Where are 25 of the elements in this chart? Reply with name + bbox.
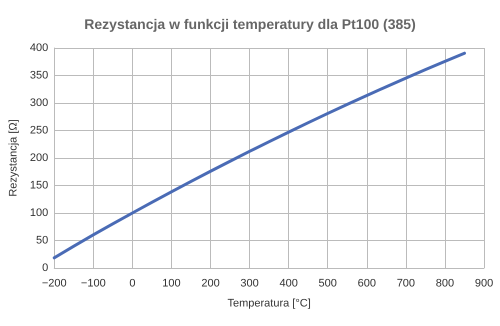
x-tick-label: 200 bbox=[201, 278, 220, 290]
y-tick-label: 0 bbox=[42, 262, 48, 274]
y-tick-label: 400 bbox=[30, 42, 48, 54]
x-tick-label: 500 bbox=[318, 278, 337, 290]
x-tick-label: 0 bbox=[129, 278, 136, 290]
y-tick-label: 250 bbox=[30, 124, 48, 136]
x-tick-label: −200 bbox=[42, 278, 67, 290]
line-series bbox=[52, 52, 466, 260]
y-tick-label: 50 bbox=[36, 234, 48, 246]
x-tick-label: 800 bbox=[436, 278, 454, 290]
y-tick-label: 350 bbox=[30, 70, 48, 82]
x-tick-label: 100 bbox=[162, 278, 181, 290]
chart-title: Rezystancja w funkcji temperatury dla Pt100 (385) bbox=[84, 16, 416, 32]
x-tick-label: 700 bbox=[396, 278, 416, 290]
x-tick-label: 400 bbox=[279, 278, 298, 290]
x-tick-label: 300 bbox=[240, 278, 259, 290]
y-tick-label: 150 bbox=[30, 180, 48, 192]
x-tick-label: 600 bbox=[358, 278, 376, 290]
x-tick-label: −100 bbox=[80, 278, 106, 290]
x-axis-title: Temperatura [°C] bbox=[227, 298, 311, 310]
x-tick-label: 900 bbox=[474, 278, 494, 290]
y-tick-label: 100 bbox=[30, 207, 48, 219]
y-tick-label: 300 bbox=[30, 97, 48, 109]
y-tick-label: 200 bbox=[30, 152, 48, 164]
y-axis-title: Rezystancja [Ω] bbox=[8, 119, 20, 197]
